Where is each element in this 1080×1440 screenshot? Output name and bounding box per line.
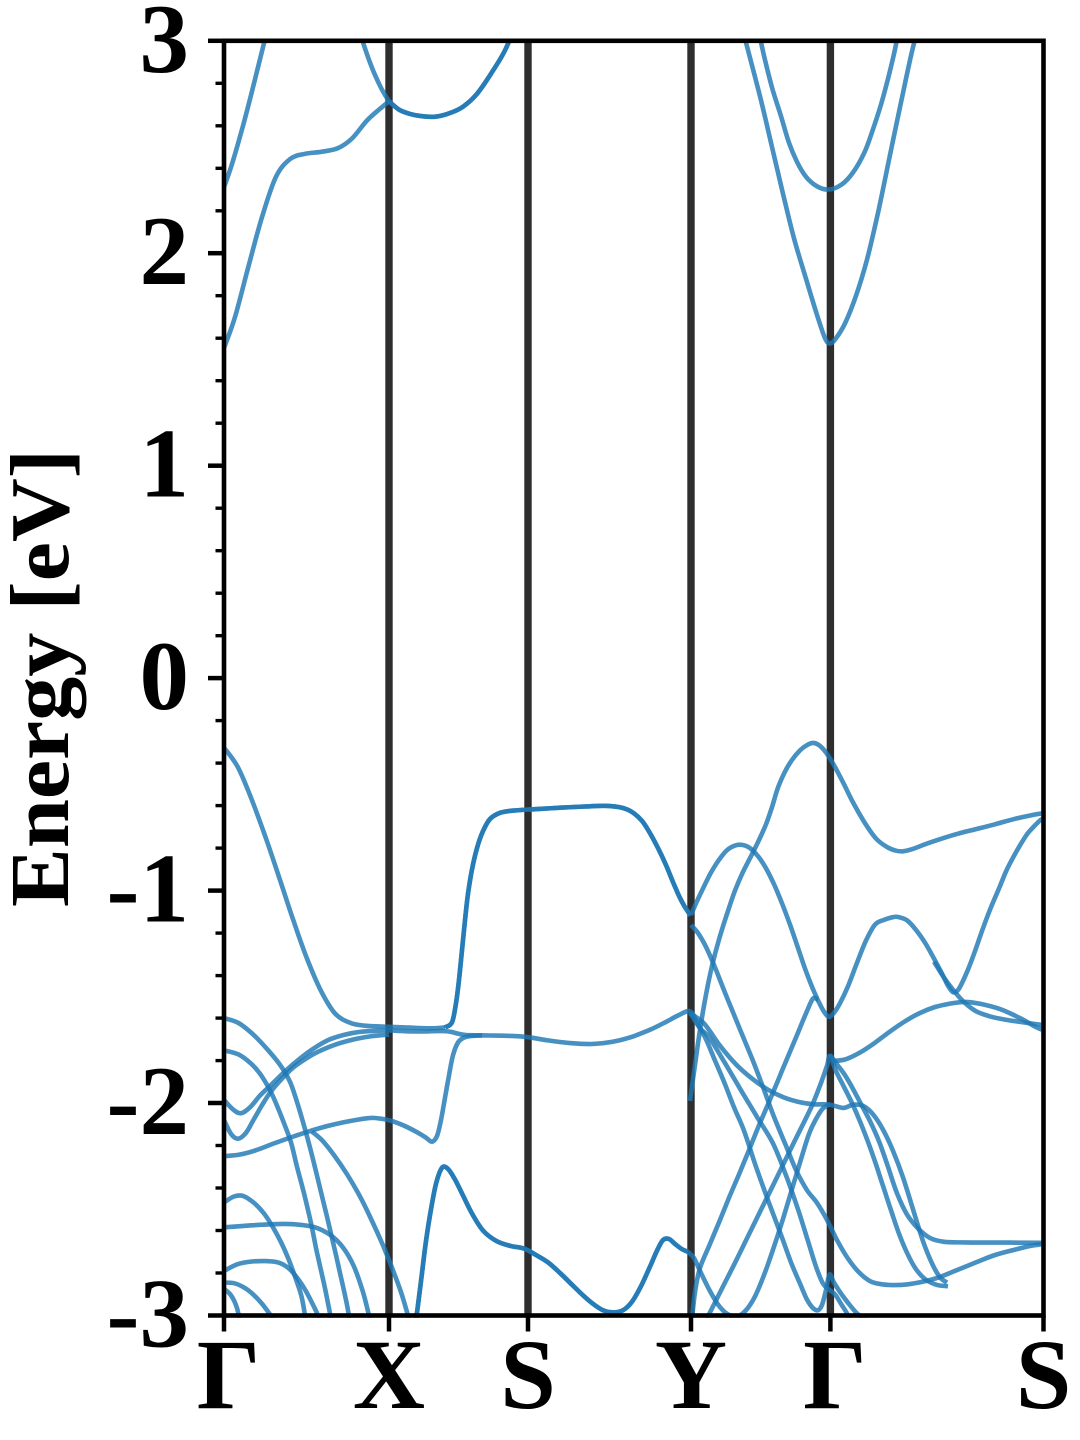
svg-text:1: 1 (140, 410, 190, 519)
svg-text:3: 3 (140, 0, 190, 94)
svg-text:S: S (1016, 1319, 1072, 1430)
svg-text:-1: -1 (107, 835, 189, 944)
svg-text:-2: -2 (107, 1047, 189, 1156)
svg-text:Γ: Γ (803, 1319, 867, 1430)
svg-text:-3: -3 (107, 1260, 189, 1369)
svg-text:Energy [eV]: Energy [eV] (0, 449, 86, 907)
svg-text:X: X (353, 1319, 425, 1430)
svg-text:S: S (500, 1319, 556, 1430)
svg-text:Y: Y (655, 1319, 727, 1430)
svg-text:Γ: Γ (197, 1319, 261, 1430)
svg-text:2: 2 (140, 197, 190, 306)
svg-text:0: 0 (140, 622, 190, 731)
